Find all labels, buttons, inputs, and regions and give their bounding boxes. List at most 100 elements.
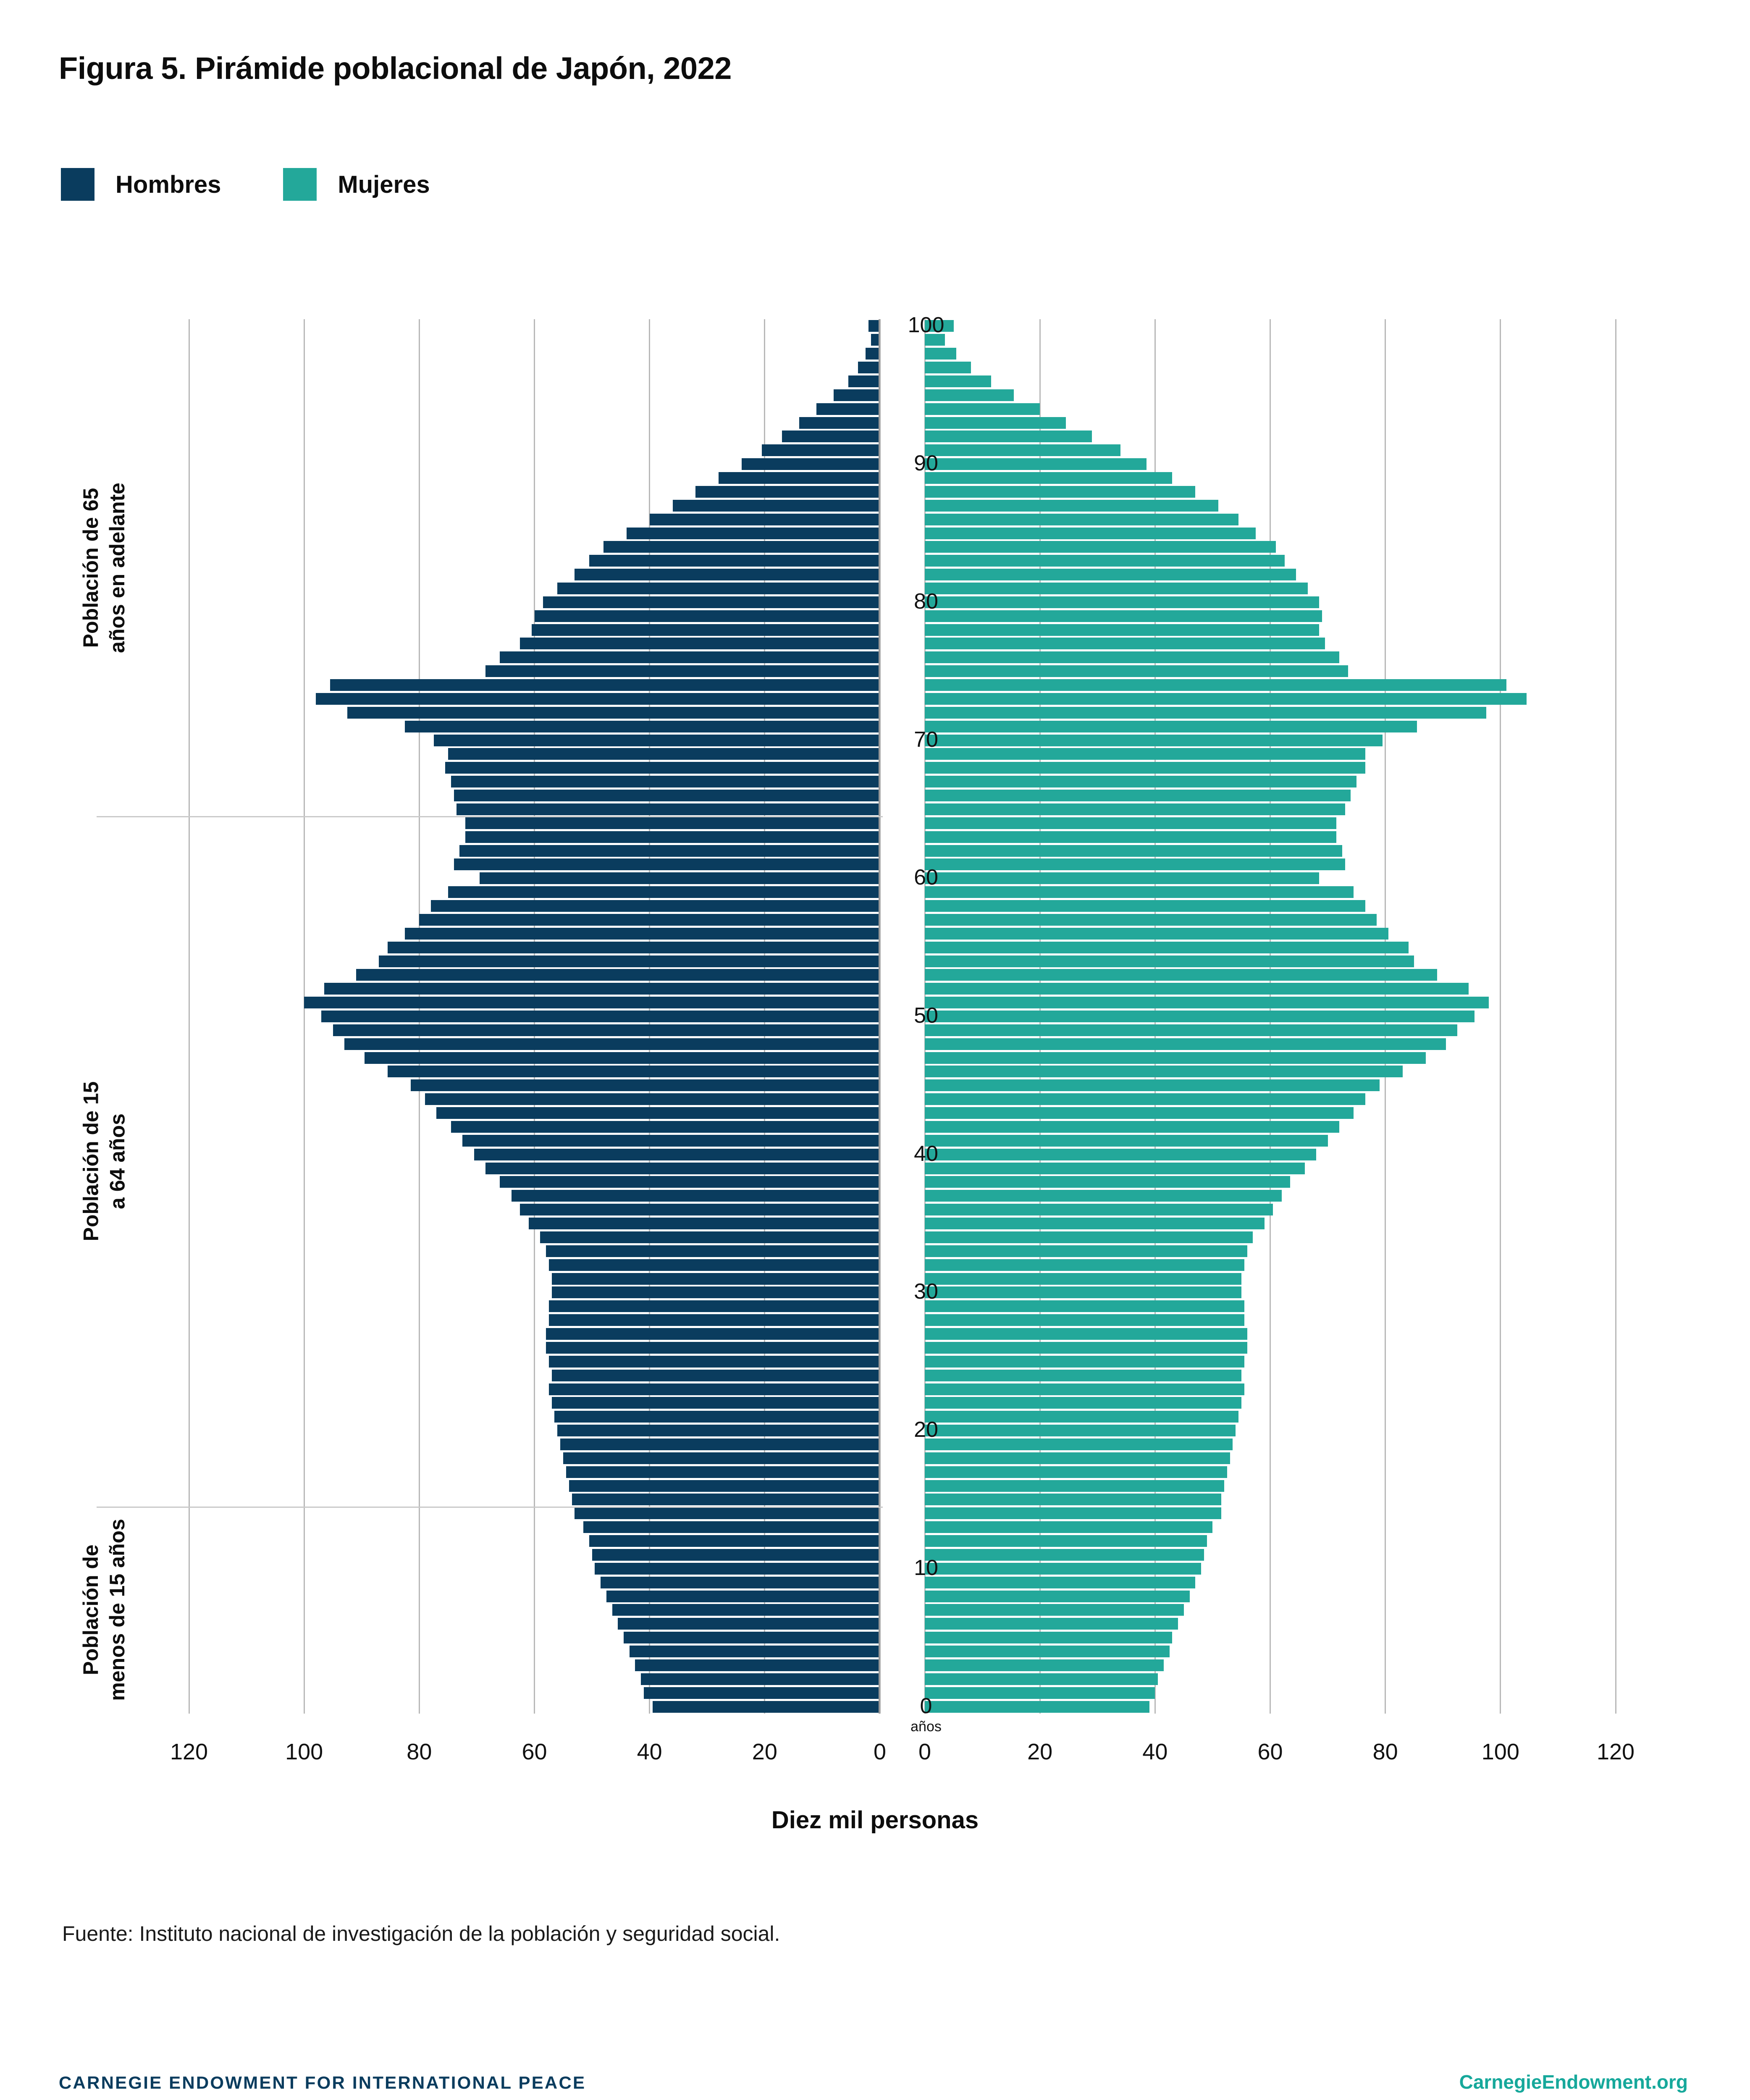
bar-age-55: [387, 941, 880, 953]
bar-age-24: [551, 1369, 880, 1381]
bar-age-7: [925, 1604, 1184, 1616]
bar-age-68: [445, 762, 880, 774]
chart-legend: Hombres Mujeres: [61, 168, 430, 201]
age-tick-10: 10: [914, 1555, 938, 1580]
female-panel: [924, 319, 1616, 1714]
bar-age-98: [865, 348, 880, 360]
bar-age-9: [925, 1576, 1196, 1588]
bar-age-26: [925, 1341, 1247, 1354]
bar-age-92: [925, 430, 1092, 443]
female-bars: [925, 319, 1616, 1714]
bar-age-89: [925, 472, 1173, 484]
bar-age-100: [925, 320, 954, 332]
bar-age-78: [531, 624, 880, 636]
age-tick-100: 100: [908, 313, 945, 338]
bar-age-66: [925, 790, 1351, 802]
bar-age-82: [575, 569, 880, 581]
bar-age-79: [534, 610, 880, 622]
bar-age-21: [554, 1411, 880, 1423]
x-axis-title: Diez mil personas: [771, 1806, 979, 1834]
legend-swatch-hombres: [61, 168, 94, 201]
bar-age-43: [436, 1107, 880, 1119]
bar-age-67: [925, 776, 1357, 788]
bar-age-91: [761, 444, 880, 457]
gridline-120: [188, 319, 190, 1714]
bar-age-4: [925, 1646, 1170, 1658]
bar-age-11: [592, 1549, 880, 1561]
bar-age-66: [454, 790, 880, 802]
bar-age-48: [344, 1038, 880, 1050]
bar-age-63: [925, 831, 1337, 843]
bar-age-5: [623, 1632, 880, 1644]
x-tick-right-60: 60: [1257, 1739, 1283, 1764]
bar-age-52: [925, 983, 1469, 995]
bar-age-65: [925, 803, 1345, 815]
bar-age-67: [451, 776, 880, 788]
bar-age-35: [528, 1218, 880, 1230]
bar-age-90: [742, 458, 880, 470]
bar-age-87: [925, 499, 1219, 512]
bar-age-12: [925, 1535, 1207, 1547]
bar-age-13: [925, 1521, 1213, 1533]
bar-age-74: [330, 679, 880, 691]
bar-age-20: [557, 1425, 880, 1437]
age-tick-50: 50: [914, 1003, 938, 1028]
bar-age-46: [387, 1066, 880, 1078]
x-tick-left-60: 60: [522, 1739, 547, 1764]
bar-age-31: [551, 1273, 880, 1285]
x-tick-right-100: 100: [1481, 1739, 1519, 1764]
bar-age-13: [583, 1521, 880, 1533]
age-tick-20: 20: [914, 1418, 938, 1442]
bar-age-34: [540, 1231, 880, 1243]
footer-website[interactable]: CarnegieEndowment.org: [1459, 2071, 1688, 2093]
bar-age-50: [321, 1011, 880, 1022]
bar-age-57: [925, 914, 1377, 926]
bar-age-48: [925, 1038, 1446, 1050]
bar-age-10: [595, 1562, 880, 1575]
bar-age-57: [419, 914, 880, 926]
population-pyramid-chart: 100 90 80 70 60 50 40 30 20 10 0 años: [0, 314, 1750, 1734]
male-bars: [189, 319, 880, 1714]
bar-age-45: [925, 1079, 1380, 1092]
bar-age-80: [543, 596, 880, 608]
gridline-100: [1500, 319, 1501, 1714]
bar-age-90: [925, 458, 1147, 470]
bar-age-73: [315, 693, 880, 705]
bar-age-20: [925, 1425, 1236, 1437]
bar-age-22: [551, 1397, 880, 1409]
bar-age-64: [925, 817, 1337, 829]
bar-age-56: [405, 927, 880, 940]
bar-age-19: [560, 1438, 880, 1450]
bar-age-68: [925, 762, 1365, 774]
bar-age-96: [848, 375, 880, 387]
center-axis-spine: [879, 319, 880, 1714]
band-separator-15: [97, 1506, 883, 1508]
page-title: Figura 5. Pirámide poblacional de Japón,…: [59, 51, 732, 86]
bar-age-70: [925, 734, 1383, 746]
x-tick-right-80: 80: [1372, 1739, 1398, 1764]
bar-age-41: [925, 1134, 1328, 1147]
bar-age-78: [925, 624, 1320, 636]
bar-age-39: [485, 1162, 880, 1174]
bar-age-81: [557, 582, 880, 594]
bar-age-26: [546, 1341, 880, 1354]
bar-age-98: [925, 348, 957, 360]
bar-age-61: [925, 858, 1345, 871]
bar-age-93: [925, 417, 1066, 429]
bar-age-16: [925, 1480, 1224, 1492]
bar-age-59: [448, 886, 880, 898]
bar-age-81: [925, 582, 1308, 594]
age-tick-value: 0: [920, 1693, 932, 1718]
bar-age-11: [925, 1549, 1204, 1561]
x-tick-left-20: 20: [752, 1739, 777, 1764]
bar-age-55: [925, 941, 1409, 953]
bar-age-25: [548, 1355, 880, 1368]
bar-age-33: [546, 1245, 880, 1257]
bar-age-75: [925, 665, 1348, 677]
bar-age-77: [925, 638, 1325, 650]
bar-age-44: [925, 1093, 1365, 1105]
x-tick-left-80: 80: [407, 1739, 432, 1764]
bar-age-58: [925, 900, 1365, 912]
bar-age-8: [606, 1590, 880, 1602]
bar-age-84: [925, 541, 1276, 553]
